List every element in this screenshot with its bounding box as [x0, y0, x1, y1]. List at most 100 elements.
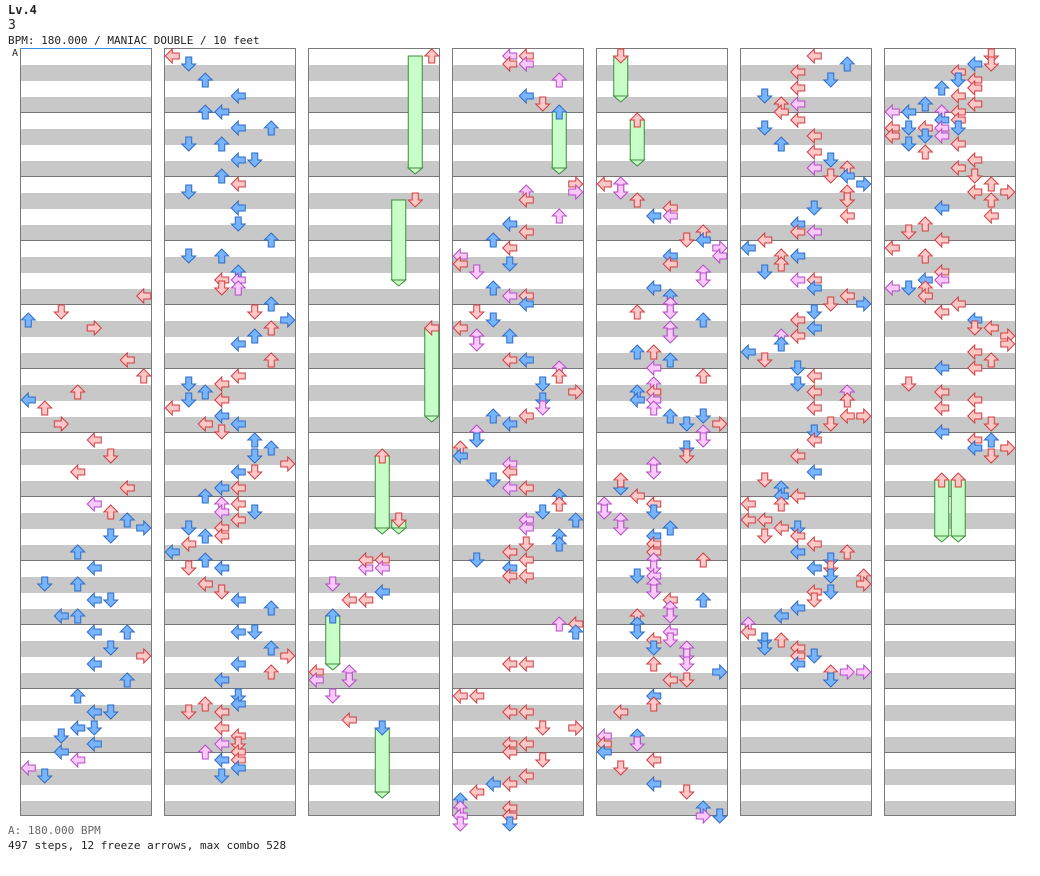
measure-line: [885, 688, 1015, 689]
step-arrow: [612, 520, 629, 536]
step-arrow: [374, 583, 390, 601]
step-arrow: [53, 415, 69, 433]
step-arrow: [69, 608, 86, 624]
step-arrow: [806, 535, 822, 553]
step-arrow: [374, 720, 391, 736]
step-arrow: [806, 279, 822, 297]
step-arrow: [501, 256, 518, 272]
step-arrow: [756, 120, 773, 136]
freeze-arrow-body: [950, 479, 966, 537]
step-arrow: [822, 296, 839, 312]
step-arrow: [551, 72, 568, 88]
step-arrow: [214, 407, 230, 425]
step-arrow: [568, 719, 584, 737]
measure-line: [741, 432, 871, 433]
step-arrow: [230, 623, 246, 641]
step-arrow: [86, 655, 102, 673]
measure-line: [21, 240, 151, 241]
step-arrow: [230, 511, 246, 529]
step-arrow: [790, 527, 806, 545]
step-arrow: [214, 375, 230, 393]
step-arrow: [612, 760, 629, 776]
step-arrow: [502, 479, 518, 497]
step-arrow: [790, 223, 806, 241]
step-arrow: [934, 423, 950, 441]
step-arrow: [452, 255, 468, 273]
step-arrow: [518, 655, 534, 673]
measure-line: [741, 624, 871, 625]
step-arrow: [518, 735, 534, 753]
step-arrow: [214, 735, 230, 753]
step-arrow: [164, 399, 180, 417]
step-arrow: [790, 247, 806, 265]
measure-line: [453, 176, 583, 177]
step-arrow: [645, 560, 662, 576]
step-arrow: [324, 688, 341, 704]
step-arrow: [612, 472, 629, 488]
step-arrow: [518, 223, 534, 241]
step-arrow: [839, 167, 855, 185]
step-arrow: [214, 703, 230, 721]
step-arrow: [645, 640, 662, 656]
step-arrow: [263, 232, 280, 248]
step-arrow: [502, 743, 518, 761]
measure-line: [885, 112, 1015, 113]
measure-line: [597, 112, 727, 113]
step-arrow: [806, 127, 822, 145]
step-arrow: [214, 479, 230, 497]
measure-line: [21, 368, 151, 369]
measure-line: [453, 304, 583, 305]
freeze-arrow-body: [391, 199, 407, 281]
step-arrow: [790, 311, 806, 329]
step-arrow: [36, 400, 53, 416]
step-arrow: [69, 544, 86, 560]
step-arrow: [423, 48, 440, 64]
measure-line: [885, 304, 1015, 305]
measure-line: [741, 368, 871, 369]
step-arrow: [214, 751, 230, 769]
step-arrow: [468, 336, 485, 352]
step-arrow: [518, 567, 534, 585]
step-arrow: [983, 207, 999, 225]
step-arrow: [551, 536, 568, 552]
step-arrow: [596, 743, 612, 761]
measure-line: [165, 432, 295, 433]
step-arrow: [230, 367, 246, 385]
step-arrow: [646, 279, 662, 297]
step-arrow: [678, 448, 695, 464]
step-arrow: [790, 63, 806, 81]
step-arrow: [917, 128, 934, 144]
step-arrow: [695, 807, 711, 825]
step-arrow: [102, 504, 119, 520]
measure-line: [309, 368, 439, 369]
step-arrow: [102, 528, 119, 544]
step-arrow: [950, 87, 966, 105]
step-arrow: [214, 391, 230, 409]
step-arrow: [213, 136, 230, 152]
step-arrow: [119, 624, 136, 640]
step-arrow: [662, 608, 679, 624]
step-arrow: [900, 136, 917, 152]
step-arrow: [806, 592, 823, 608]
measure-line: [309, 112, 439, 113]
step-arrow: [967, 79, 983, 97]
step-arrow: [20, 391, 36, 409]
measure-line: [165, 304, 295, 305]
step-arrow: [950, 159, 966, 177]
step-arrow: [180, 560, 197, 576]
step-arrow: [197, 488, 214, 504]
step-arrow: [934, 399, 950, 417]
step-arrow: [164, 543, 180, 561]
step-arrow: [856, 407, 872, 425]
step-arrow: [246, 152, 263, 168]
step-arrow: [214, 103, 230, 121]
step-arrow: [502, 463, 518, 481]
step-arrow: [358, 591, 374, 609]
step-arrow: [230, 415, 246, 433]
measure-line: [741, 688, 871, 689]
bpm-change-line: [20, 48, 150, 49]
step-arrow: [246, 304, 263, 320]
step-arrow: [773, 607, 789, 625]
measure-line: [21, 432, 151, 433]
measure-line: [309, 176, 439, 177]
